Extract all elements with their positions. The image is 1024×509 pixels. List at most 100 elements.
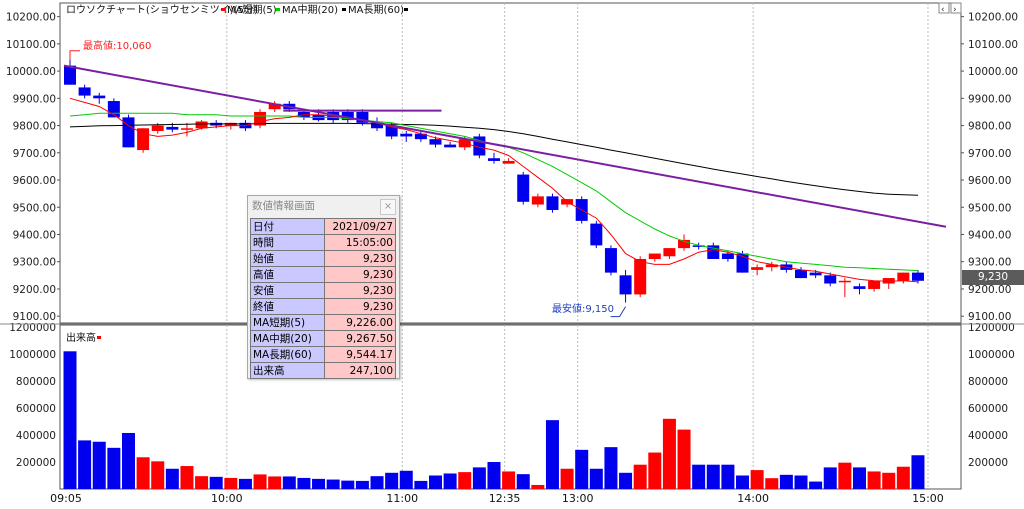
price-tick-left: 9200.00	[13, 284, 56, 296]
volume-bar	[253, 474, 267, 489]
legend-swatches	[97, 8, 408, 339]
candle-body	[590, 223, 603, 246]
info-row: 終値 9,230	[250, 298, 396, 315]
candle-body	[487, 158, 500, 161]
close-icon[interactable]: ×	[380, 199, 396, 215]
volume-bar	[809, 481, 823, 489]
volume-bar	[750, 470, 764, 489]
volume-bar	[370, 476, 384, 489]
time-axis-labels: 09:05 10:00 11:00 12:35 13:00 14:00 15:00	[50, 492, 944, 505]
price-tick-right: 9500.00	[968, 202, 1011, 214]
info-value: 9,230	[324, 250, 396, 267]
price-tick-right: 10100.00	[968, 39, 1018, 51]
candle-body	[517, 174, 530, 202]
price-tick-left: 9600.00	[13, 175, 56, 187]
legend-ma60: MA長期(60)	[348, 4, 404, 16]
price-pane-frame	[59, 2, 962, 324]
time-label: 09:05	[50, 492, 82, 505]
volume-bar	[838, 462, 852, 489]
info-table: 日付 2021/09/27 時間 15:05:00 始値 9,230 高値 9,230 安値 9,…	[250, 218, 396, 379]
candle-body	[824, 275, 837, 284]
ma5-line	[69, 97, 919, 283]
candle-body	[736, 253, 749, 273]
volume-bar	[545, 420, 559, 489]
volume-bar	[165, 468, 179, 489]
candle-body	[371, 122, 384, 129]
volume-bar	[63, 351, 77, 489]
price-tick-right: 9900.00	[968, 93, 1011, 105]
time-label: 10:00	[211, 492, 243, 505]
info-key: 出来高	[250, 362, 325, 379]
candle-body	[78, 87, 91, 96]
candle-body	[166, 126, 179, 130]
volume-tick-left: 200000	[16, 457, 56, 469]
candle-body	[385, 125, 398, 137]
price-tick-left: 10100.00	[6, 39, 56, 51]
info-key: 安値	[250, 282, 325, 299]
numeric-info-panel[interactable]: 数値情報画面 × 日付 2021/09/27 時間 15:05:00 始値 9,230 高値…	[247, 195, 400, 379]
price-tick-left: 9400.00	[13, 229, 56, 241]
volume-axis: 1200000 1200000 1000000 1000000 800000 800000…	[9, 322, 1015, 469]
volume-bar	[429, 475, 442, 489]
volume-bar	[779, 474, 793, 489]
info-row: 出来高 247,100	[250, 362, 396, 379]
price-tick-left: 9500.00	[13, 202, 56, 214]
info-row: 時間 15:05:00	[250, 234, 396, 251]
scroll-right-button[interactable]	[950, 2, 962, 14]
volume-tick-left: 600000	[16, 403, 56, 415]
price-tick-left: 9900.00	[13, 93, 56, 105]
volume-bar	[575, 449, 589, 489]
price-chart-title: ロウソクチャート(ショウセンミツイ)(5分)	[66, 4, 258, 16]
info-key: 日付	[250, 218, 325, 235]
volume-bar	[414, 480, 428, 489]
info-value: 9,230	[324, 282, 396, 299]
scroll-left-button[interactable]	[938, 2, 950, 14]
legend-ma20-swatch	[276, 8, 280, 11]
volume-bar	[341, 480, 355, 489]
volume-bar	[619, 472, 633, 489]
info-row: MA中期(20) 9,267.50	[250, 330, 396, 347]
candle-body	[356, 111, 369, 123]
candle-body	[809, 272, 822, 276]
time-label: 12:35	[489, 492, 521, 505]
candle-body	[93, 95, 106, 99]
volume-bar	[882, 472, 896, 489]
price-tick-left: 9800.00	[13, 121, 56, 133]
volume-tick-left: 800000	[16, 376, 56, 388]
volume-bar	[195, 476, 209, 489]
candle-body	[151, 125, 164, 131]
volume-bar	[633, 464, 647, 489]
info-panel-header[interactable]: 数値情報画面 ×	[248, 196, 399, 218]
volume-bar	[472, 467, 486, 489]
volume-chart-title: 出来高	[66, 331, 96, 344]
info-value: 9,267.50	[324, 330, 396, 347]
volume-bar	[516, 474, 530, 489]
volume-tick-left: 1000000	[9, 349, 56, 361]
volume-bar	[736, 475, 750, 489]
volume-bar	[238, 478, 252, 489]
candle-body	[604, 248, 617, 273]
volume-tick-right: 1200000	[968, 322, 1015, 334]
info-value: 247,100	[324, 362, 396, 379]
info-value: 9,230	[324, 298, 396, 315]
candle-body	[268, 103, 281, 110]
volume-bar	[560, 468, 574, 489]
price-tick-left: 9300.00	[13, 257, 56, 269]
candle-body	[765, 264, 778, 268]
candle-body	[853, 286, 866, 289]
candle-body	[692, 245, 705, 247]
info-value: 2021/09/27	[324, 218, 396, 235]
price-tick-right: 10200.00	[968, 12, 1018, 24]
info-key: 時間	[250, 234, 325, 251]
volume-tick-right: 600000	[968, 403, 1008, 415]
last-price-tag: 9,230	[962, 270, 1024, 285]
price-legend: ロウソクチャート(ショウセンミツイ)(5分) MA短期(5) MA中期(20) …	[66, 3, 404, 344]
volume-bar	[209, 476, 223, 489]
volume-bar	[180, 466, 194, 489]
volume-pane-frame	[59, 324, 962, 490]
info-key: MA短期(5)	[250, 314, 325, 331]
volume-bar	[92, 441, 106, 489]
candle-body	[882, 278, 895, 284]
candle-body	[180, 128, 193, 130]
price-tick-right: 9400.00	[968, 229, 1011, 241]
